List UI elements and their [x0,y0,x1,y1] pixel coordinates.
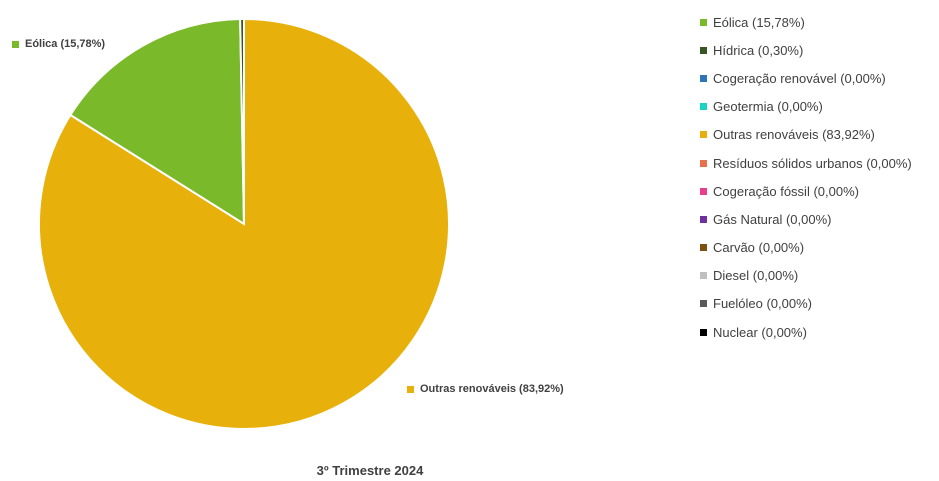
legend-item: Resíduos sólidos urbanos (0,00%) [700,149,936,177]
data-label-eolica-swatch [12,40,19,48]
legend-label: Geotermia (0,00%) [713,99,823,115]
legend-item: Cogeração renovável (0,00%) [700,64,936,92]
legend-label: Cogeração renovável (0,00%) [713,70,886,86]
legend-label: Outras renováveis (83,92%) [713,127,875,143]
legend-swatch [700,328,707,336]
legend-item: Fuelóleo (0,00%) [700,290,936,318]
legend-item: Eólica (15,78%) [700,8,936,36]
legend-label: Diesel (0,00%) [713,268,799,284]
data-label-outras-renovaveis-text: Outras renováveis (83,92%) [420,383,564,395]
legend-swatch [700,187,707,195]
pie-slice-0 [68,18,246,226]
legend-item: Geotermia (0,00%) [700,93,936,121]
legend-label: Fuelóleo (0,00%) [713,296,812,312]
chart-caption: 3º Trimestre 2024 [316,463,424,478]
data-label-outras-renovaveis: Outras renováveis (83,92%) [407,383,564,395]
legend-swatch [700,272,707,280]
data-label-eolica: Eólica (15,78%) [12,38,105,50]
chart-legend: Eólica (15,78%) Hídrica (0,30%) Cogeração … [700,8,936,346]
legend-label: Cogeração fóssil (0,00%) [713,183,859,199]
data-label-outras-renovaveis-swatch [407,385,414,393]
legend-item: Outras renováveis (83,92%) [700,121,936,149]
legend-item: Cogeração fóssil (0,00%) [700,177,936,205]
legend-swatch [700,159,707,167]
legend-swatch [700,131,707,139]
legend-swatch [700,300,707,308]
pie-slice-4 [38,17,450,430]
legend-label: Gás Natural (0,00%) [713,211,832,227]
legend-label: Eólica (15,78%) [713,14,805,30]
legend-item: Diesel (0,00%) [700,262,936,290]
legend-label: Carvão (0,00%) [713,240,805,256]
legend-label: Hídrica (0,30%) [713,42,804,58]
legend-swatch [700,18,707,26]
legend-item: Gás Natural (0,00%) [700,205,936,233]
legend-item: Carvão (0,00%) [700,234,936,262]
legend-swatch [700,103,707,111]
data-label-eolica-text: Eólica (15,78%) [25,38,106,50]
legend-label: Nuclear (0,00%) [713,324,807,340]
legend-label: Resíduos sólidos urbanos (0,00%) [713,155,912,171]
legend-swatch [700,244,707,252]
legend-item: Hídrica (0,30%) [700,36,936,64]
legend-swatch [700,215,707,223]
legend-swatch [700,74,707,82]
legend-swatch [700,46,707,54]
legend-item: Nuclear (0,00%) [700,318,936,346]
